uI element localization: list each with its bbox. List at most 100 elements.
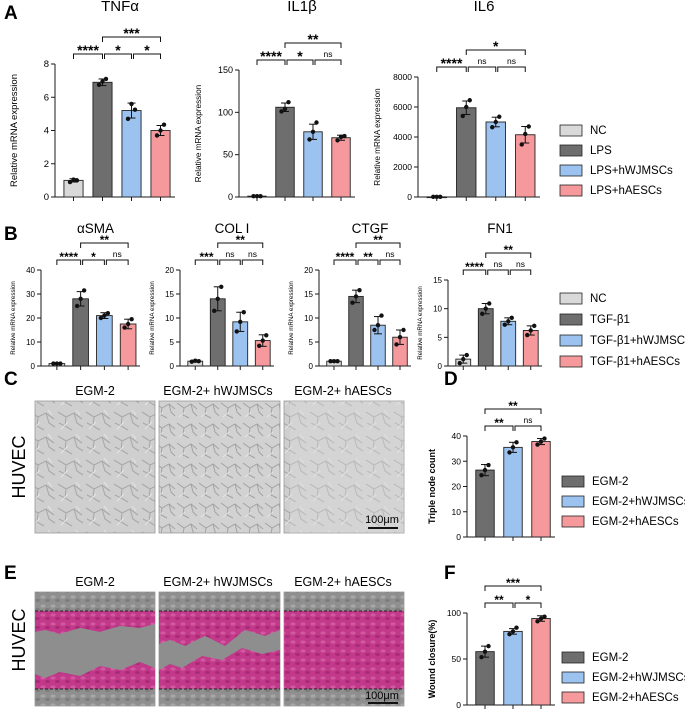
significance-bracket [484,425,514,431]
significance-bracket [436,66,467,72]
y-axis-label: Relative mRNA expression [417,286,424,360]
data-point [460,113,465,119]
panel-label-a: A [4,3,18,24]
data-point [78,296,83,301]
chart-title: COL I [215,221,250,236]
bar-tgf-1 [348,295,364,367]
data-point [523,131,528,137]
data-point [103,76,109,82]
legend-swatch [561,651,585,664]
bar-lps-haescs [515,134,536,198]
data-point [51,361,56,366]
bar-egm-2-haescs [531,441,551,538]
y-tick-label: 6 [44,92,49,103]
data-point [479,472,484,478]
legend-label: EGM-2+hAESCs [592,516,679,528]
y-tick-label: 40 [452,431,462,441]
legend-swatch [559,144,583,157]
significance-label: **** [465,260,484,274]
data-point [234,329,239,334]
data-point [193,358,198,363]
data-point [122,325,127,330]
y-tick-label: 15 [165,290,174,299]
legend-d: EGM-2 EGM-2+hWJMSCs EGM-2+hAESCs [561,475,685,528]
bar-lps-hwjmscs [485,121,506,198]
data-point [519,142,524,147]
data-point [258,193,263,199]
legend-b: NC TGF-β1 TGF-β1+hWJMSCs TGF-β1+hAESCs [559,292,685,368]
legend-label: TGF-β1 [590,314,630,326]
data-point [538,616,544,621]
data-point [434,194,439,200]
data-point [58,361,63,366]
data-point [54,361,60,366]
micrograph-title-c2: EGM-2+ hWJMSCs [163,384,272,398]
panel-label-d: D [444,369,458,390]
chart-title: IL6 [474,0,495,15]
y-tick-label: 5 [170,338,175,347]
legend-label: LPS+hWJMSCs [590,165,673,177]
data-point [464,352,469,358]
data-point [379,313,384,318]
significance-bracket [465,49,526,55]
significance-label: ns [226,249,235,259]
chart-title: TNFα [101,0,139,15]
micrograph-title-e1: EGM-2 [75,575,115,589]
data-point [129,317,134,322]
data-point [479,654,484,660]
data-point [350,300,355,305]
data-point [538,439,544,444]
significance-bracket [355,242,401,248]
data-point [507,450,512,455]
y-tick-label: 5 [309,338,314,347]
bar-tgf-1-hwjmscs [96,315,113,367]
y-tick-label: 20 [26,314,35,323]
significance-bracket [357,259,379,265]
significance-bracket [82,259,105,265]
data-point [438,194,443,200]
legend-label: EGM-2 [592,652,628,664]
bar-tgf-1 [477,308,494,367]
y-tick-label: 6000 [393,102,412,112]
data-point [98,315,104,321]
data-point [457,360,462,366]
micrograph-c3 [283,400,405,534]
significance-bracket [219,259,241,265]
significance-bracket [484,408,542,414]
significance-label: ** [100,233,110,247]
bar-egm-2 [475,651,495,706]
significance-bracket [133,53,161,59]
significance-bracket [286,59,314,65]
significance-label: ns [524,415,533,425]
legend-swatch [559,184,583,197]
significance-label: * [493,38,499,54]
data-point [480,311,485,317]
data-point [372,327,377,333]
legend-label: NC [590,293,607,305]
significance-bracket [314,59,342,65]
significance-bracket [379,259,401,265]
y-axis-label: Triple node count [427,449,437,524]
scale-bar-label-c: 100μm [365,514,399,526]
legend-swatch [561,475,585,488]
data-point [394,342,399,347]
bar-tgf-1-hwjmscs [500,320,517,367]
chart-a3: IL6 Relative mRNA expression 0 2000 4000 6000… [373,0,540,202]
data-point [264,333,269,338]
data-point [154,133,160,138]
data-point [506,319,511,324]
data-point [510,629,516,634]
data-point [196,359,201,364]
micrograph-e2 [158,591,281,707]
data-point [526,124,531,129]
data-point [328,359,333,364]
significance-bracket [484,585,542,591]
y-axis-label: Relative mRNA expression [149,281,156,355]
data-point [212,308,217,313]
data-point [331,359,337,364]
micrograph-title-e2: EGM-2+ hWJMSCs [163,575,272,589]
data-point [338,134,344,140]
